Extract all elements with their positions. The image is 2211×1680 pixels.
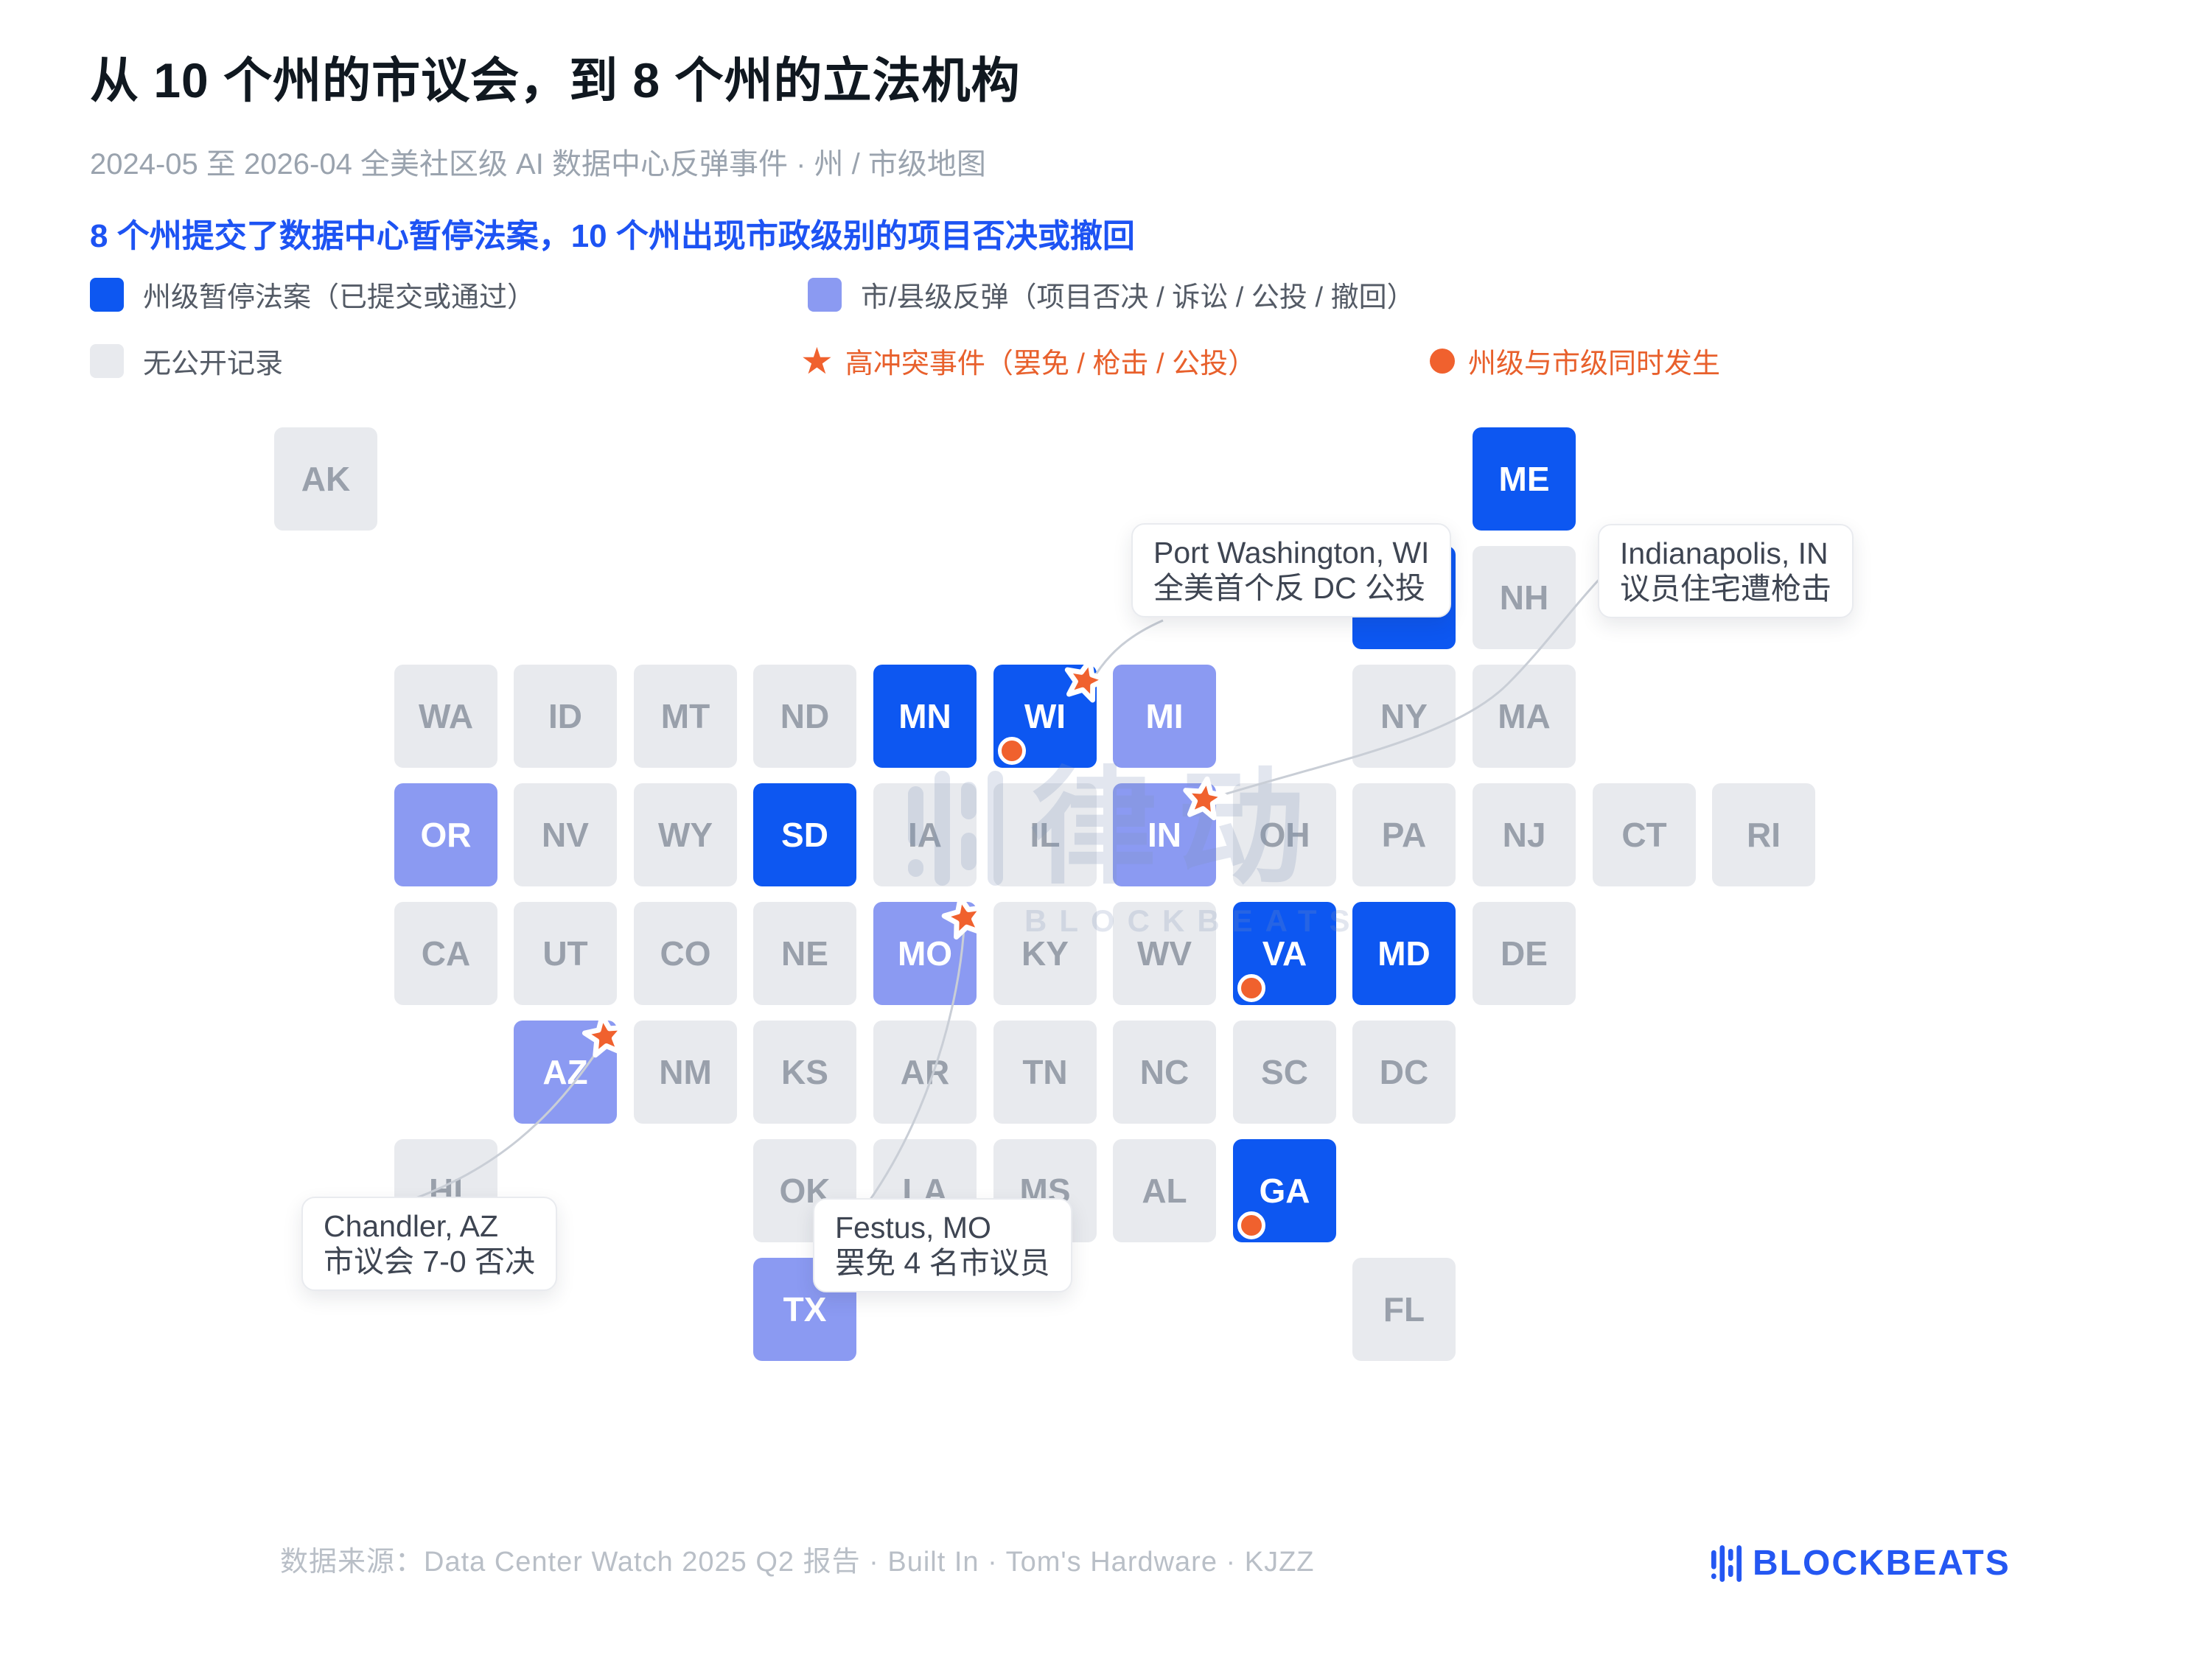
high-conflict-star-IN [1183, 776, 1228, 821]
key-finding-headline: 8 个州提交了数据中心暂停法案，10 个州出现市政级别的项目否决或撤回 [90, 218, 1135, 254]
state-tile-TN: TN [993, 1021, 1097, 1124]
state-tile-DE: DE [1473, 902, 1576, 1005]
state-tile-MD: MD [1352, 902, 1456, 1005]
state-tile-KS: KS [753, 1021, 856, 1124]
state-tile-UT: UT [514, 902, 617, 1005]
legend-item-state-bill: 州级暂停法案（已提交或通过） [90, 274, 535, 315]
star-icon: ★ [800, 340, 834, 382]
state-tile-AL: AL [1113, 1139, 1216, 1242]
legend-item-no-record: 无公开记录 [90, 340, 283, 381]
state-tile-NH: NH [1473, 546, 1576, 649]
callout-festus: Festus, MO 罢免 4 名市议员 [813, 1198, 1072, 1292]
state-tile-SC: SC [1233, 1021, 1336, 1124]
high-conflict-star-MO [941, 895, 985, 940]
state-tile-CO: CO [634, 902, 737, 1005]
state-tile-NC: NC [1113, 1021, 1216, 1124]
callout-indianapolis: Indianapolis, IN 议员住宅遭枪击 [1598, 524, 1854, 618]
state-tile-TX: TX [753, 1258, 856, 1361]
legend-item-high-conflict: ★ 高冲突事件（罢免 / 枪击 / 公投） [800, 340, 1256, 381]
blockbeats-logo: BLOCKBEATS [1711, 1543, 2011, 1583]
both-levels-dot-VA [1237, 974, 1265, 1002]
state-tile-ND: ND [753, 665, 856, 768]
no-record-swatch [90, 343, 124, 378]
connector-line-in [1212, 576, 1602, 799]
state-tile-CA: CA [394, 902, 497, 1005]
state-tile-WY: WY [634, 783, 737, 886]
blockbeats-bars-icon [908, 771, 1003, 886]
state-tile-KY: KY [993, 902, 1097, 1005]
legend-label: 市/县级反弹（项目否决 / 诉讼 / 公投 / 撤回） [861, 282, 1415, 313]
callout-event: 全美首个反 DC 公投 [1153, 571, 1425, 605]
callout-city: Port Washington, WI [1153, 536, 1430, 570]
state-tile-WV: WV [1113, 902, 1216, 1005]
callout-port-washington: Port Washington, WI 全美首个反 DC 公投 [1131, 523, 1452, 617]
state-tile-WA: WA [394, 665, 497, 768]
legend-item-city-pushback: 市/县级反弹（项目否决 / 诉讼 / 公投 / 撤回） [808, 274, 1415, 315]
legend-label: 高冲突事件（罢免 / 枪击 / 公投） [845, 349, 1257, 379]
callout-event: 市议会 7-0 否决 [324, 1245, 536, 1278]
state-tile-IL: IL [993, 783, 1097, 886]
connector-line-wi [1090, 619, 1164, 682]
high-conflict-star-AZ [581, 1013, 626, 1058]
data-source-note: 数据来源：Data Center Watch 2025 Q2 报告 · Buil… [280, 1547, 1315, 1578]
state-bill-swatch [90, 277, 124, 312]
state-tile-PA: PA [1352, 783, 1456, 886]
callout-city: Indianapolis, IN [1620, 536, 1828, 570]
state-tile-NE: NE [753, 902, 856, 1005]
blockbeats-watermark: 律动 BLOCKBEATS [908, 763, 1363, 939]
connector-line-az [403, 1040, 606, 1204]
state-tile-NV: NV [514, 783, 617, 886]
state-tile-IA: IA [873, 783, 977, 886]
state-tile-AR: AR [873, 1021, 977, 1124]
state-tile-RI: RI [1712, 783, 1815, 886]
high-conflict-star-WI [1064, 658, 1108, 703]
state-tile-OH: OH [1233, 783, 1336, 886]
page-title: 从 10 个州的市议会，到 8 个州的立法机构 [90, 53, 1021, 108]
callout-chandler: Chandler, AZ 市议会 7-0 否决 [301, 1197, 558, 1291]
watermark-en-text: BLOCKBEATS [1024, 903, 1363, 938]
state-tile-MO: MO [873, 902, 977, 1005]
page-subtitle: 2024-05 至 2026-04 全美社区级 AI 数据中心反弹事件 · 州 … [90, 148, 986, 181]
state-tile-SD: SD [753, 783, 856, 886]
blockbeats-bars-icon [1711, 1544, 1742, 1582]
callout-city: Chandler, AZ [324, 1209, 499, 1243]
state-tile-OR: OR [394, 783, 497, 886]
callout-city: Festus, MO [835, 1211, 991, 1245]
state-tile-NM: NM [634, 1021, 737, 1124]
legend-item-both-levels: 州级与市级同时发生 [1430, 340, 1720, 381]
connector-line-mo [867, 926, 965, 1203]
state-tile-CT: CT [1593, 783, 1696, 886]
state-tile-FL: FL [1352, 1258, 1456, 1361]
callout-event: 罢免 4 名市议员 [835, 1246, 1050, 1280]
city-pushback-swatch [808, 277, 842, 312]
callout-event: 议员住宅遭枪击 [1620, 572, 1831, 606]
state-tile-NY: NY [1352, 665, 1456, 768]
state-tile-MN: MN [873, 665, 977, 768]
state-tile-ID: ID [514, 665, 617, 768]
both-levels-dot-WI [998, 737, 1026, 765]
state-tile-DC: DC [1352, 1021, 1456, 1124]
legend-label: 州级暂停法案（已提交或通过） [143, 282, 536, 313]
state-tile-ME: ME [1473, 427, 1576, 531]
state-tile-MA: MA [1473, 665, 1576, 768]
legend-label: 无公开记录 [143, 349, 284, 379]
both-levels-dot-GA [1237, 1211, 1265, 1239]
state-tile-MI: MI [1113, 665, 1216, 768]
state-tile-AK: AK [274, 427, 377, 531]
legend-label: 州级与市级同时发生 [1468, 349, 1721, 379]
state-tile-MT: MT [634, 665, 737, 768]
blockbeats-logo-text: BLOCKBEATS [1753, 1544, 2011, 1583]
state-tile-NJ: NJ [1473, 783, 1576, 886]
dot-icon [1430, 348, 1455, 374]
watermark-cn-text: 律动 [1030, 757, 1325, 899]
